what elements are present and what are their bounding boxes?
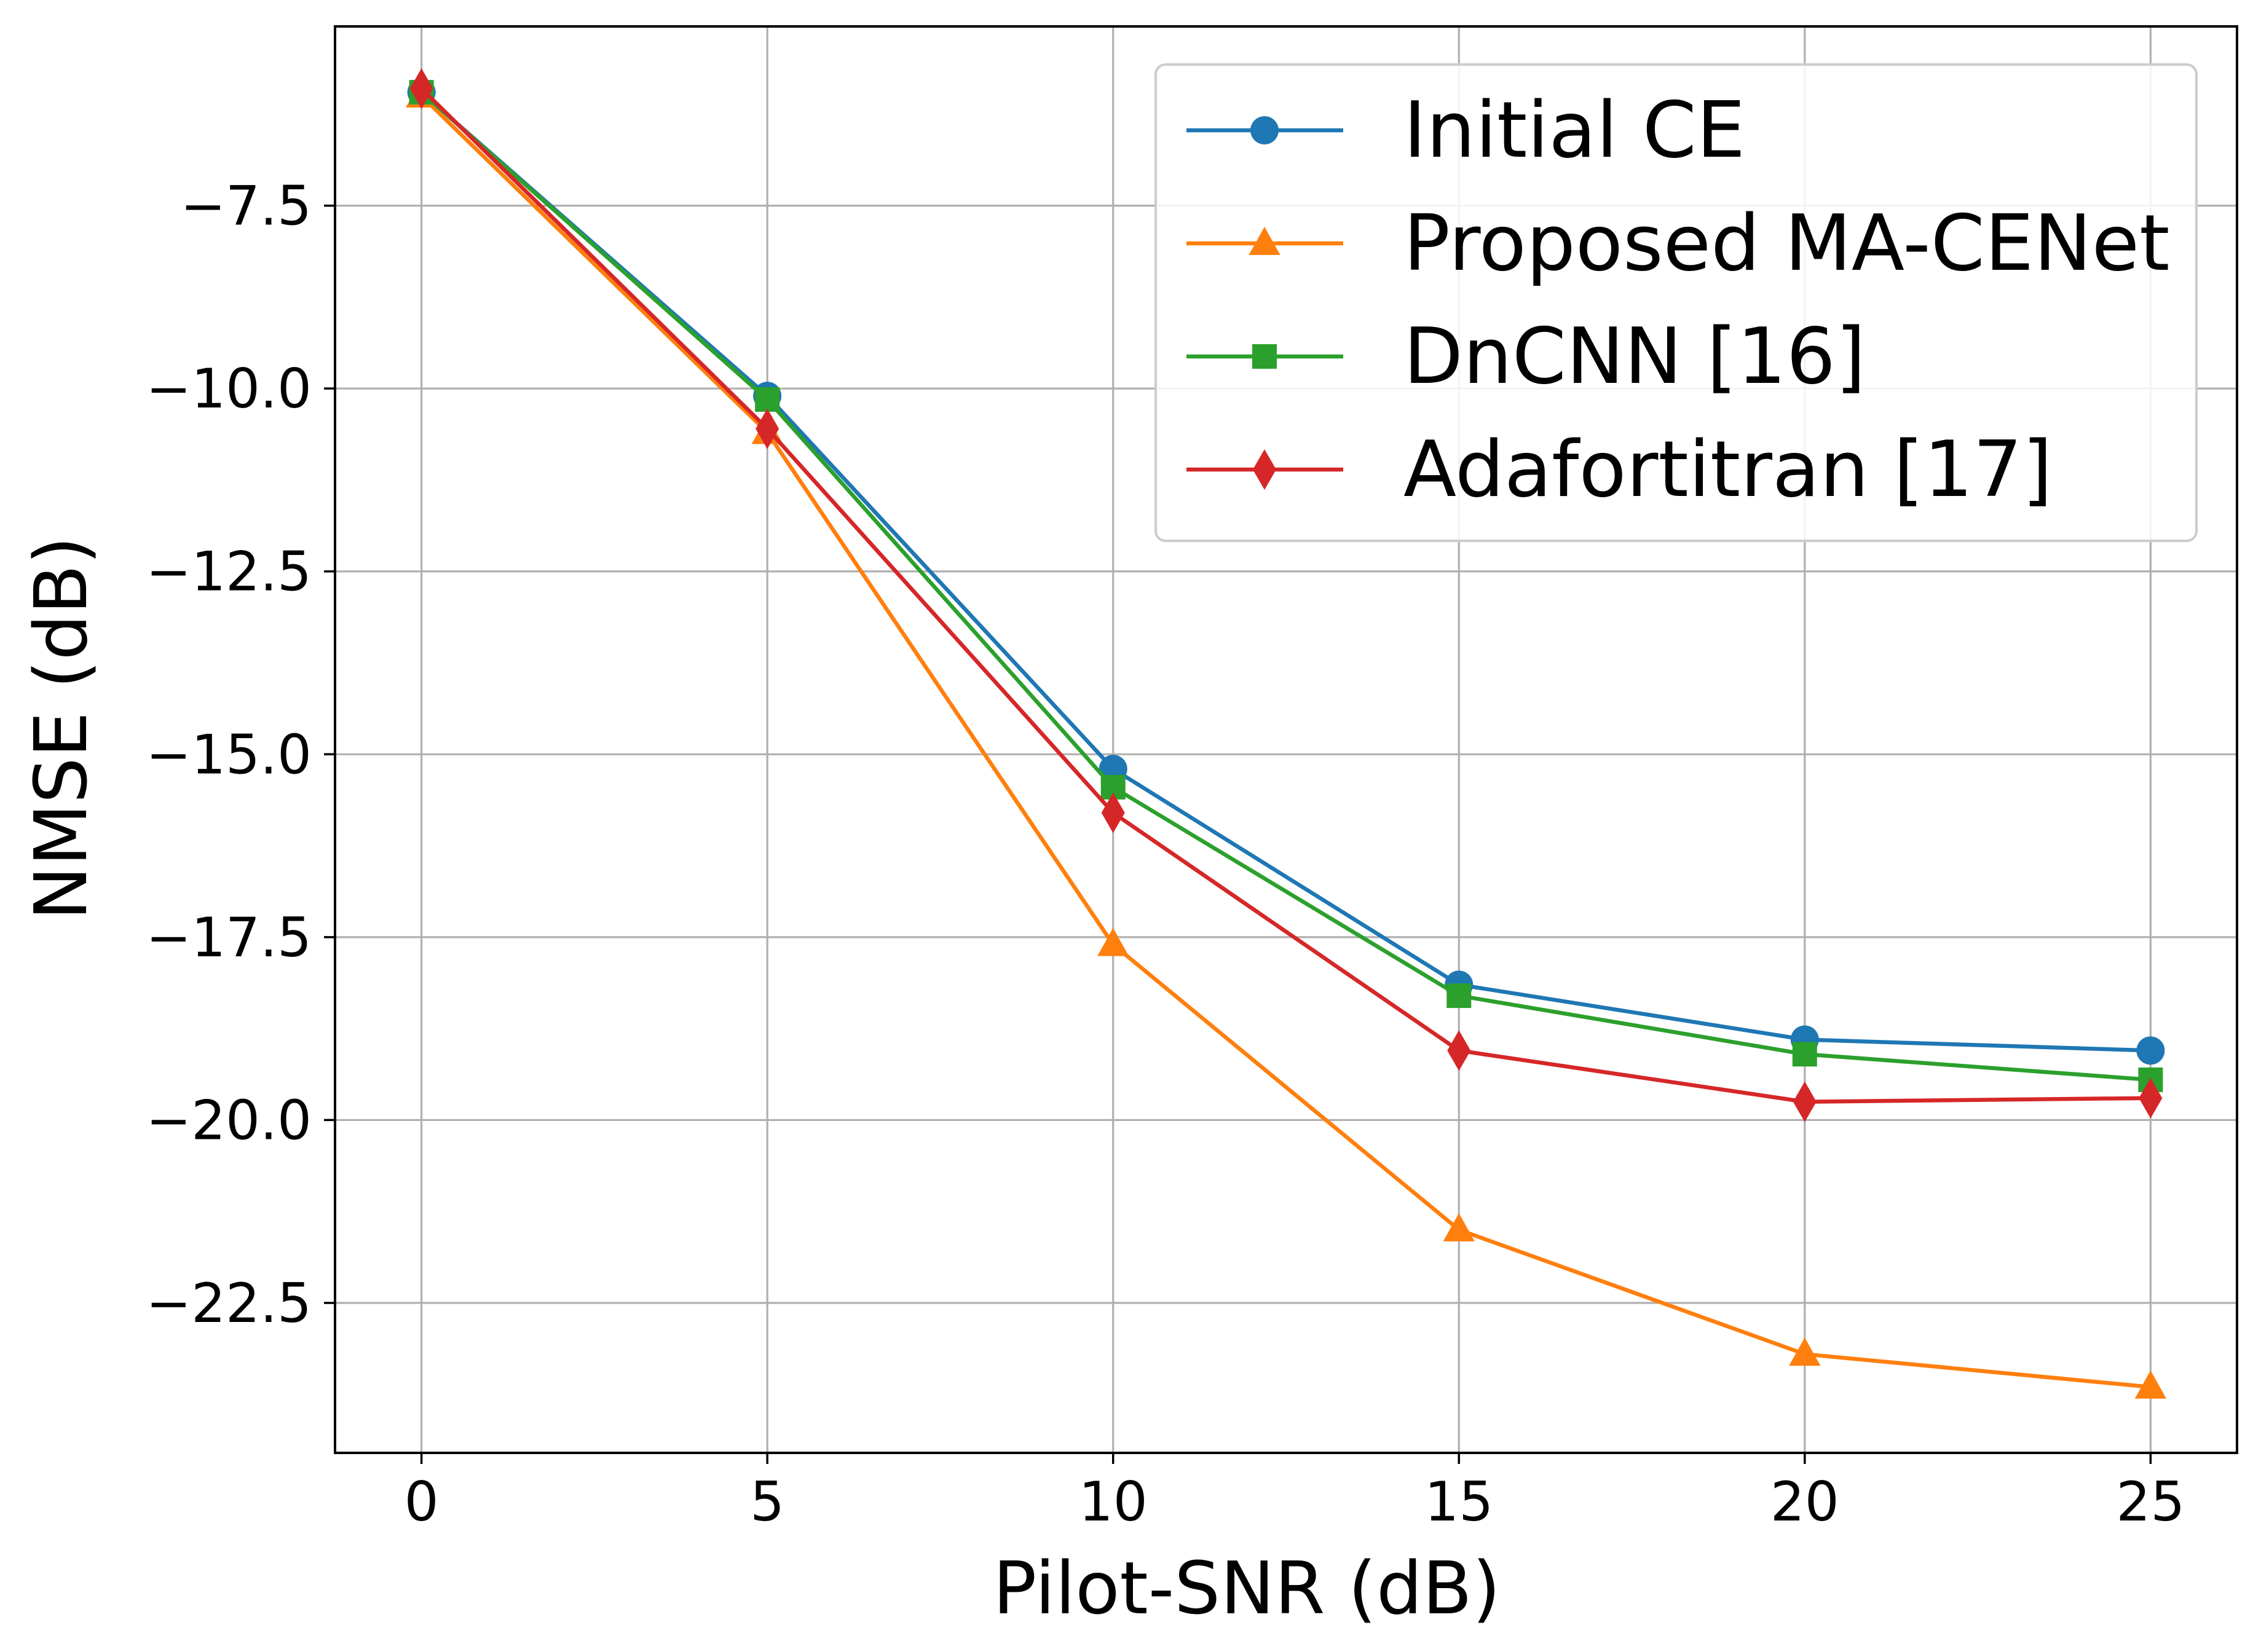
y-tick-label: −10.0 — [146, 357, 312, 420]
data-point — [1446, 983, 1472, 1009]
data-point — [755, 387, 780, 412]
data-point — [1097, 927, 1129, 956]
data-point — [1792, 1042, 1817, 1067]
series-lines — [405, 68, 2167, 1399]
x-tick-label: 15 — [1424, 1470, 1493, 1533]
x-tick-label: 0 — [404, 1470, 439, 1533]
x-tick-label: 20 — [1770, 1470, 1839, 1533]
legend-entry: Initial CE — [1186, 85, 1745, 175]
y-tick-label: −22.5 — [146, 1272, 312, 1335]
legend-box — [1154, 63, 2198, 542]
y-tick-label: −12.5 — [146, 540, 312, 604]
axis-ticks: 0 5 10 15 20 25 −7.5 −10.0 −12.5 −15.0 −17.5 −20.0 −… — [146, 175, 2185, 1533]
series-4 — [409, 68, 2163, 1122]
data-point — [1101, 792, 1125, 833]
plot-area-frame — [334, 25, 2238, 1454]
series-line — [420, 90, 2151, 1053]
legend-label: Proposed MA-CENet — [1403, 198, 2170, 288]
legend-marker — [1253, 449, 1276, 490]
series-line — [420, 90, 2151, 1082]
x-tick-label: 10 — [1079, 1470, 1148, 1533]
data-point — [1447, 1030, 1471, 1071]
data-point — [1793, 1081, 1817, 1122]
x-tick-label: 25 — [2116, 1470, 2185, 1533]
legend-label: Initial CE — [1403, 85, 1745, 175]
series-line — [420, 87, 2151, 1104]
legend-marker — [1252, 344, 1277, 369]
data-point — [2139, 1077, 2163, 1119]
x-axis-label: Pilot-SNR (dB) — [993, 1546, 1501, 1630]
grid-lines — [335, 26, 2237, 1453]
data-point — [2136, 1036, 2165, 1065]
data-point — [1789, 1337, 1821, 1366]
y-tick-label: −7.5 — [180, 175, 312, 238]
legend-marker — [1249, 227, 1280, 255]
data-point — [2134, 1370, 2167, 1399]
legend-entry: DnCNN [16] — [1186, 311, 1866, 401]
series-line — [420, 94, 2151, 1390]
data-point — [1443, 1213, 1475, 1241]
legend: Initial CE Proposed MA-CENet DnCNN [16] Ada… — [1154, 63, 2198, 542]
legend-label: Adafortitran [17] — [1403, 424, 2053, 514]
series-3 — [409, 80, 2163, 1092]
data-point — [756, 408, 779, 449]
y-tick-label: −17.5 — [146, 906, 312, 969]
y-axis-label: NMSE (dB) — [18, 537, 103, 921]
legend-entry: Proposed MA-CENet — [1186, 198, 2170, 288]
y-tick-label: −15.0 — [146, 723, 312, 786]
y-tick-label: −20.0 — [146, 1088, 312, 1152]
data-point — [409, 68, 433, 109]
legend-label: DnCNN [16] — [1403, 311, 1866, 401]
legend-marker — [1250, 116, 1279, 144]
x-tick-label: 5 — [750, 1470, 784, 1533]
legend-entry: Adafortitran [17] — [1186, 424, 2053, 514]
